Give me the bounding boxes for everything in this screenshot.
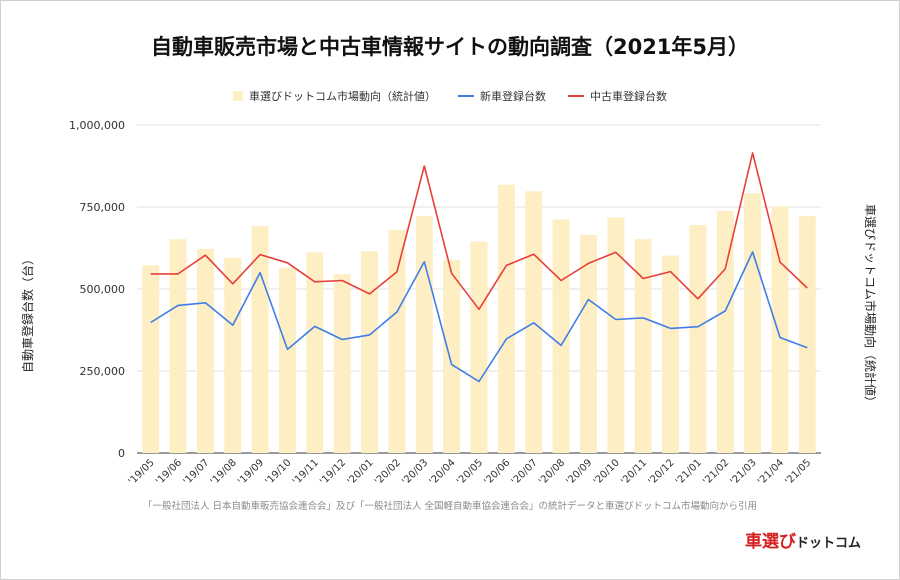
- x-tick-label: '19/10: [263, 457, 293, 487]
- bar: [771, 206, 789, 453]
- x-tick-label: '19/12: [318, 457, 348, 487]
- x-tick-label: '19/08: [209, 457, 239, 487]
- legend-swatch-market: [233, 91, 243, 101]
- x-tick-label: '21/04: [756, 457, 786, 487]
- x-tick-label: '20/02: [373, 457, 403, 487]
- bar: [798, 216, 816, 453]
- x-tick-label: '20/09: [564, 457, 594, 487]
- legend-label-market: 車選びドットコム市場動向（統計値）: [249, 90, 436, 103]
- bar: [716, 210, 734, 453]
- y-tick-label: 750,000: [80, 201, 126, 214]
- x-tick-label: '20/12: [647, 457, 677, 487]
- x-tick-label: '20/04: [428, 457, 458, 487]
- y-tick-label: 1,000,000: [69, 119, 125, 132]
- x-tick-label: '20/10: [592, 457, 622, 487]
- brand-logo: 車選び ドットコム: [745, 527, 861, 552]
- bar: [443, 260, 461, 453]
- x-tick-label: '21/02: [701, 457, 731, 487]
- bar: [278, 267, 296, 453]
- x-tick-label: '20/05: [455, 457, 485, 487]
- legend-item-market: 車選びドットコム市場動向（統計値）: [233, 88, 436, 104]
- x-tick-label: '19/06: [154, 457, 184, 487]
- chart-legend: 車選びドットコム市場動向（統計値） 新車登録台数 中古車登録台数: [1, 88, 899, 104]
- chart-title: 自動車販売市場と中古車情報サイトの動向調査（2021年5月）: [150, 35, 750, 59]
- x-tick-label: '19/11: [291, 457, 321, 487]
- bar: [470, 241, 488, 453]
- legend-swatch-used: [568, 95, 584, 97]
- bar: [662, 255, 680, 453]
- brand-logo-part1: 車選び: [744, 532, 796, 552]
- x-tick-label: '20/11: [619, 457, 649, 487]
- x-tick-label: '19/07: [181, 457, 211, 487]
- x-tick-label: '20/07: [510, 457, 540, 487]
- bar: [744, 193, 762, 453]
- legend-item-used: 中古車登録台数: [568, 88, 667, 104]
- series-line-used-registrations: [150, 152, 808, 311]
- bar: [388, 229, 406, 453]
- x-tick-label: '19/05: [127, 457, 157, 487]
- x-tick-label: '21/05: [783, 457, 813, 487]
- bar: [361, 251, 379, 453]
- x-tick-label: '20/01: [346, 457, 376, 487]
- bar: [306, 252, 324, 453]
- bar: [607, 217, 625, 453]
- legend-label-used: 中古車登録台数: [590, 90, 667, 103]
- y-tick-label: 250,000: [80, 365, 126, 378]
- x-tick-label: '20/08: [537, 457, 567, 487]
- legend-swatch-new: [458, 95, 474, 97]
- brand-logo-part2: ドットコム: [795, 536, 861, 551]
- bar: [689, 225, 707, 453]
- bar: [196, 248, 214, 453]
- y-tick-label: 0: [118, 447, 125, 460]
- bar: [169, 239, 187, 453]
- bar: [333, 274, 351, 453]
- bar: [415, 216, 433, 453]
- bar: [634, 239, 652, 453]
- x-tick-label: '20/06: [482, 457, 512, 487]
- bar: [142, 265, 160, 453]
- x-tick-label: '20/03: [400, 457, 430, 487]
- x-tick-label: '21/01: [674, 457, 704, 487]
- bar: [497, 184, 515, 454]
- bar: [224, 257, 242, 453]
- bar: [579, 234, 597, 453]
- y-tick-label: 500,000: [80, 283, 126, 296]
- source-note: 「一般社団法人 日本自動車販売協会連合会」及び「一般社団法人 全国軽自動車協会連…: [142, 501, 758, 512]
- x-tick-label: '19/09: [236, 457, 266, 487]
- legend-label-new: 新車登録台数: [480, 90, 546, 103]
- legend-item-new: 新車登録台数: [458, 88, 546, 104]
- series-line-new-registrations: [150, 251, 808, 383]
- x-tick-label: '21/03: [729, 457, 759, 487]
